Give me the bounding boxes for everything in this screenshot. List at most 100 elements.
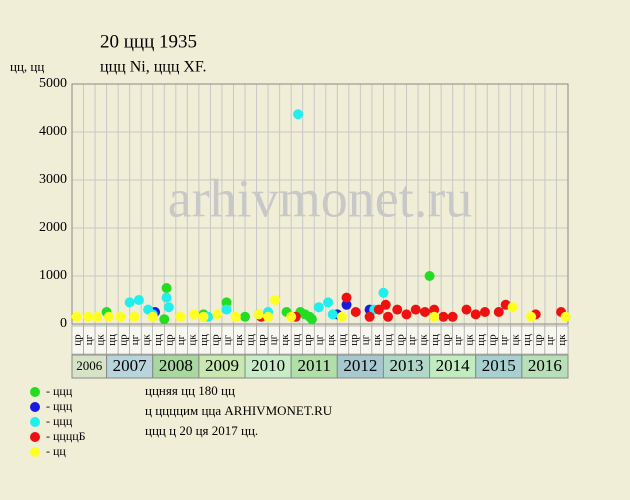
y-tick-label: 0: [60, 316, 67, 331]
quarter-label: цк: [463, 334, 475, 346]
point: [507, 302, 518, 313]
quarter-label: цц: [475, 334, 487, 346]
quarter-label: цк: [94, 334, 106, 346]
point: [364, 311, 375, 322]
quarter-label: цк: [233, 334, 245, 346]
point: [438, 311, 449, 322]
point: [115, 311, 126, 322]
legend-marker: [30, 387, 40, 397]
legend-label: - цц: [46, 444, 66, 458]
point: [410, 304, 421, 315]
quarter-label: цр: [487, 334, 499, 346]
y-tick-label: 3000: [39, 172, 67, 187]
quarter-label: цк: [325, 334, 337, 346]
point: [336, 311, 347, 322]
chart-subtitle: ццц Ni, ццц XF.: [100, 59, 207, 76]
point: [230, 311, 241, 322]
point: [424, 271, 435, 281]
quarter-label: цг: [544, 334, 556, 345]
legend-marker: [30, 432, 40, 442]
point: [159, 314, 170, 325]
point: [293, 109, 304, 120]
point: [147, 311, 158, 322]
year-label: 2009: [205, 356, 239, 375]
point: [306, 314, 317, 325]
point: [221, 304, 232, 315]
point: [493, 307, 504, 317]
point: [380, 299, 391, 310]
legend-label: - ццц: [46, 414, 73, 428]
year-label: 2013: [390, 356, 424, 375]
legend-marker: [30, 447, 40, 457]
quarter-label: цц: [244, 334, 256, 346]
point: [71, 311, 82, 322]
point: [383, 311, 394, 322]
y-axis-label: цц, цц: [10, 59, 44, 74]
point: [83, 311, 94, 322]
y-tick-label: 5000: [39, 76, 67, 91]
quarter-label: цр: [302, 334, 314, 346]
point: [286, 311, 297, 322]
quarter-label: цц: [290, 334, 302, 346]
point: [163, 302, 174, 313]
point: [327, 309, 338, 320]
point: [323, 297, 334, 308]
point: [221, 297, 232, 308]
point: [341, 299, 352, 310]
y-tick-label: 2000: [39, 220, 67, 235]
chart-title: 20 ццц 1935: [100, 31, 197, 52]
point: [341, 292, 352, 303]
point: [560, 311, 571, 322]
year-label: 2016: [528, 356, 562, 375]
quarter-label: цк: [417, 334, 429, 346]
watermark: arhivmonet.ru: [168, 168, 472, 228]
year-label: 2010: [251, 356, 285, 375]
quarter-label: цг: [498, 334, 510, 345]
point: [92, 311, 103, 322]
quarter-label: цг: [360, 334, 372, 345]
quarter-label: цц: [152, 334, 164, 346]
quarter-label: цр: [164, 334, 176, 346]
point: [350, 307, 361, 317]
footer-text: ц ццццим цца ARHIVMONET.RU: [145, 403, 333, 418]
quarter-label: цр: [210, 334, 222, 346]
footer-text: ццц ц 20 ця 2017 цц.: [145, 423, 258, 438]
quarter-label: цг: [221, 334, 233, 345]
quarter-label: цр: [394, 334, 406, 346]
point: [161, 292, 172, 303]
quarter-label: цг: [452, 334, 464, 345]
point: [401, 309, 412, 320]
year-label: 2014: [436, 356, 471, 375]
year-cell: [521, 354, 569, 379]
quarter-label: цк: [371, 334, 383, 346]
quarter-label: цг: [175, 334, 187, 345]
point: [447, 311, 458, 322]
quarter-label: цк: [279, 334, 291, 346]
point: [526, 311, 537, 322]
point: [103, 311, 114, 322]
year-label: 2008: [159, 356, 193, 375]
point: [212, 309, 223, 320]
quarter-label: цг: [267, 334, 279, 345]
quarter-label: цр: [348, 334, 360, 346]
year-label: 2011: [298, 356, 331, 375]
point: [313, 302, 324, 313]
point: [270, 295, 281, 305]
quarter-label: цц: [383, 334, 395, 346]
year-label: 2007: [113, 356, 148, 375]
quarter-label: цц: [198, 334, 210, 346]
quarter-label: цц: [429, 334, 441, 346]
y-tick-label: 1000: [39, 268, 67, 283]
point: [470, 309, 481, 320]
quarter-label: цр: [256, 334, 268, 346]
quarter-label: цг: [83, 334, 95, 345]
quarter-label: цц: [106, 334, 118, 346]
legend-marker: [30, 417, 40, 427]
quarter-label: цц: [521, 334, 533, 346]
legend-label: - ццц: [46, 399, 73, 413]
quarter-label: цк: [187, 334, 199, 346]
point: [378, 287, 389, 298]
point: [429, 304, 440, 315]
point: [175, 311, 186, 322]
